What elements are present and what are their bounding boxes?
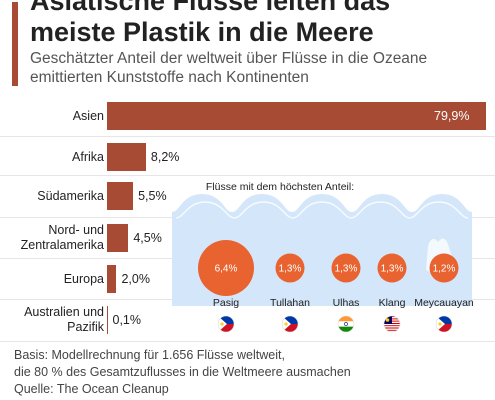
india-flag-icon (337, 315, 355, 333)
river-value-label-2: 1,3% (335, 264, 358, 275)
category-label-line: Nord- und (48, 223, 104, 237)
bar-4 (107, 265, 117, 293)
river-bubble-4 (429, 253, 459, 283)
philippines-flag-icon (217, 315, 235, 333)
category-label-line: Südamerika (37, 188, 104, 203)
subtitle-line-1: Geschätzter Anteil der weltweit über Flü… (30, 50, 428, 67)
row-divider (0, 175, 495, 176)
value-label-1: 8,2% (150, 149, 180, 164)
bar-3 (107, 224, 129, 252)
bar-0 (107, 102, 486, 130)
river-name-label-2: Ulhas (333, 297, 360, 309)
category-label-3: Nord- und Zentralamerika (21, 223, 104, 253)
row-divider (0, 136, 495, 137)
chart-subtitle: Geschätzter Anteil der weltweit über Flü… (30, 49, 427, 87)
philippines-flag-icon (435, 315, 453, 333)
title-line-1: Asiatische Flüsse leiten das (30, 0, 391, 16)
philippines-flag-icon (281, 315, 299, 333)
title-accent-bar (12, 2, 18, 86)
value-label-2: 5,5% (138, 188, 167, 203)
footer-basis-line-1: Basis: Modellrechnung für 1.656 Flüsse w… (14, 348, 285, 362)
river-name-label-1: Tullahan (270, 297, 310, 309)
river-name-label-3: Klang (379, 297, 406, 309)
malaysia-flag-icon (383, 315, 401, 333)
category-label-line: Pazifik (67, 320, 104, 334)
value-label-3: 4,5% (133, 230, 162, 245)
footer-basis-line-2: die 80 % des Gesamtzuflusses in die Welt… (14, 365, 351, 379)
river-value-label-4: 1,2% (433, 264, 456, 275)
chart-title: Asiatische Flüsse leiten das meiste Plast… (30, 0, 390, 48)
category-label-line: Europa (63, 271, 104, 286)
category-label-4: Europa (64, 272, 104, 287)
category-label-5: Australien und Pazifik (24, 305, 104, 335)
category-label-line: Asien (72, 108, 104, 123)
title-line-2: meiste Plastik in die Meere (30, 17, 374, 47)
bar-2 (107, 182, 134, 210)
category-label-1: Afrika (72, 150, 104, 165)
category-label-line: Australien und (24, 305, 104, 319)
category-label-line: Afrika (72, 149, 104, 164)
river-name-label-4: Meycauayan (414, 297, 474, 309)
chart-footer: Basis: Modellrechnung für 1.656 Flüsse w… (14, 347, 351, 398)
river-bubble-1 (275, 253, 305, 283)
value-label-0: 79,9% (434, 108, 470, 123)
row-divider (0, 341, 495, 342)
rivers-panel-title: Flüsse mit dem höchsten Anteil: (206, 181, 354, 193)
bar-5 (107, 306, 108, 334)
river-value-label-0: 6,4% (215, 264, 238, 275)
bar-1 (107, 143, 146, 171)
category-label-line: Zentralamerika (20, 238, 104, 252)
value-label-5: 0,1% (112, 312, 142, 327)
river-bubble-3 (377, 253, 407, 283)
river-value-label-3: 1,3% (381, 264, 404, 275)
river-value-label-1: 1,3% (279, 264, 302, 275)
river-bubble-2 (331, 253, 361, 283)
category-label-0: Asien (73, 109, 104, 124)
river-name-label-0: Pasig (213, 297, 239, 309)
value-label-4: 2,0% (121, 271, 150, 286)
subtitle-line-2: emittierten Kunststoffe nach Kontinenten (30, 69, 309, 86)
footer-source: Quelle: The Ocean Cleanup (14, 382, 169, 396)
category-label-2: Südamerika (37, 189, 104, 204)
river-bubble-0 (198, 240, 254, 296)
wave-line (175, 201, 469, 219)
